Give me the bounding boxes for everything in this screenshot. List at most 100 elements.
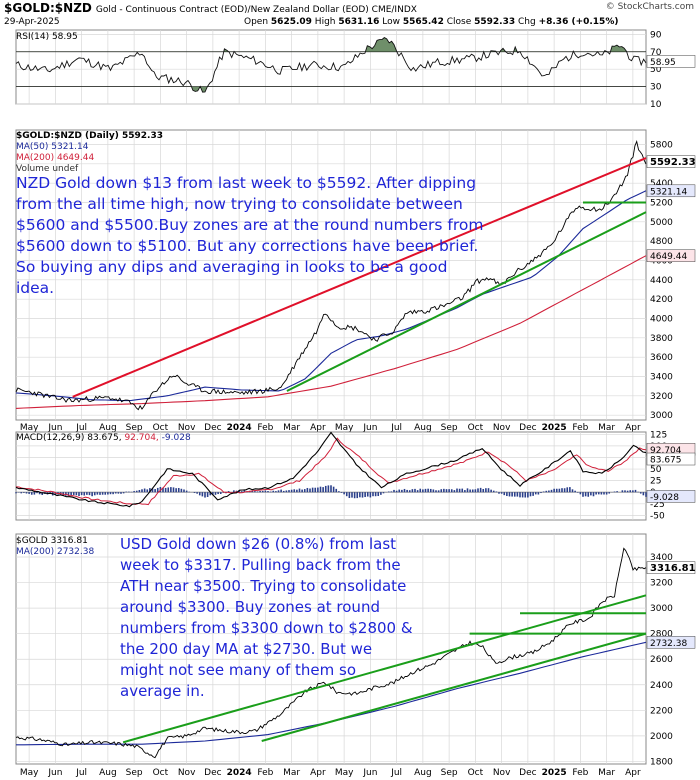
macd-histogram-bar xyxy=(353,492,356,499)
macd-histogram-bar xyxy=(513,492,516,497)
usd-panel-y-tick: 2800 xyxy=(650,630,673,640)
high-value: 5631.16 xyxy=(338,17,380,27)
chart-title: $GOLD:$NZD Gold - Continuous Contract (EO… xyxy=(4,1,417,15)
macd-histogram-bar xyxy=(143,488,146,493)
macd-histogram-bar xyxy=(335,488,338,493)
macd-histogram-bar xyxy=(101,492,104,495)
ohlc-readout: Open 5625.09 High 5631.16 Low 5565.42 Cl… xyxy=(244,17,618,27)
close-label: Close xyxy=(446,17,472,27)
macd-legend: MACD(12,26,9) 83.675, 92.704, -9.028 xyxy=(16,433,191,444)
macd-histogram-bar xyxy=(109,492,112,495)
macd-histogram-bar xyxy=(112,492,114,495)
rsi-oversold-fill xyxy=(191,86,208,93)
nzd-close-tag-text: 5592.33 xyxy=(650,157,696,168)
macd-histogram-bar xyxy=(448,489,450,493)
usd-price-line xyxy=(15,547,647,759)
nzd-panel-x-tick: Mar xyxy=(283,423,300,433)
macd-histogram-bar xyxy=(603,492,605,495)
macd-histogram-bar xyxy=(393,489,395,493)
usd-panel-x-tick: Dec xyxy=(204,768,221,778)
macd-histogram-bar xyxy=(324,485,327,493)
macd-histogram-bar xyxy=(511,492,513,497)
macd-histogram-bar xyxy=(345,492,348,497)
nzd-ma200-legend: MA(200) 4649.44 xyxy=(16,153,95,163)
macd-histogram-bar xyxy=(466,488,469,493)
macd-histogram-bar xyxy=(175,488,177,493)
macd-histogram-bar xyxy=(587,492,590,497)
usd-ma200-legend: MA(200) 2732.38 xyxy=(16,547,95,557)
macd-histogram-bar xyxy=(605,492,608,495)
nzd-panel-y-tick: 3800 xyxy=(650,334,673,344)
macd-histogram-bar xyxy=(566,487,569,493)
usd-panel-y-tick: 3400 xyxy=(650,553,673,563)
macd-histogram-bar xyxy=(445,489,448,493)
macd-value-tag xyxy=(646,452,696,466)
macd-histogram-bar xyxy=(125,491,128,493)
macd-histogram-bar xyxy=(311,487,314,493)
macd-histogram-bar xyxy=(322,487,324,493)
macd-histogram-bar xyxy=(369,492,372,498)
macd-histogram-bar xyxy=(613,491,616,493)
nzd-ma200-tag-text: 4649.44 xyxy=(650,252,687,262)
macd-histogram-bar xyxy=(550,489,553,493)
usd-close-tag-text: 3316.81 xyxy=(650,563,696,574)
macd-histogram-bar xyxy=(380,492,382,495)
macd-histogram-bar xyxy=(632,490,634,493)
macd-histogram-bar xyxy=(298,488,301,493)
macd-histogram-bar xyxy=(149,488,151,493)
macd-histogram-bar xyxy=(30,492,33,495)
macd-histogram-bar xyxy=(327,485,330,493)
macd-histogram-bar xyxy=(104,492,107,495)
macd-histogram-bar xyxy=(209,492,212,496)
usd-panel-y-tick: 2600 xyxy=(650,655,673,665)
usd-panel-x-tick: Sep xyxy=(126,768,143,778)
macd-histogram-bar xyxy=(141,489,143,493)
macd-histogram-bar xyxy=(359,492,361,498)
macd-histogram-bar xyxy=(264,490,267,493)
nzd-panel-y-tick: 5800 xyxy=(650,141,673,151)
macd-histogram-bar xyxy=(435,490,437,493)
nzd-panel-y-tick: 5000 xyxy=(650,218,673,228)
macd-histogram-bar xyxy=(563,488,566,493)
nzd-panel-x-tick: Oct xyxy=(153,423,169,433)
macd-histogram-bar xyxy=(348,492,351,499)
macd-histogram-bar xyxy=(485,488,487,493)
macd-histogram-bar xyxy=(96,492,99,495)
usd-panel-x-tick: May xyxy=(335,768,354,778)
macd-histogram-bar xyxy=(477,488,479,493)
nzd-legend: $GOLD:$NZD (Daily) 5592.33 xyxy=(16,131,163,141)
macd-histogram-bar xyxy=(198,492,201,496)
usd-panel-x-tick: Feb xyxy=(572,768,588,778)
usd-panel-x-tick: Sep xyxy=(441,768,458,778)
usd-panel-x-tick: 2025 xyxy=(542,768,567,778)
macd-histogram-bar xyxy=(432,489,435,493)
macd-histogram-bar xyxy=(290,489,293,493)
nzd-panel-x-tick: Feb xyxy=(257,423,273,433)
macd-histogram-bar xyxy=(83,492,86,496)
macd-panel-y-tick: -50 xyxy=(650,511,665,521)
macd-histogram-bar xyxy=(506,492,508,497)
macd-histogram-bar xyxy=(382,492,385,494)
usd-panel-x-tick: Apr xyxy=(625,768,641,778)
macd-histogram-bar xyxy=(616,491,618,493)
macd-histogram-bar xyxy=(120,492,122,494)
nzd-panel-x-tick: Jul xyxy=(75,423,87,433)
macd-histogram-bar xyxy=(366,492,369,497)
macd-histogram-bar xyxy=(70,492,72,496)
macd-histogram-bar xyxy=(212,492,214,495)
macd-histogram-bar xyxy=(524,492,527,498)
macd-histogram-bar xyxy=(133,491,135,493)
close-value: 5592.33 xyxy=(474,17,516,27)
usd-panel-x-tick: Mar xyxy=(598,768,615,778)
macd-histogram-bar xyxy=(427,488,429,493)
macd-histogram-bar xyxy=(411,489,414,493)
macd-histogram-bar xyxy=(243,490,246,493)
macd-histogram-bar xyxy=(20,492,23,494)
macd-panel-frame xyxy=(15,431,647,521)
macd-histogram-bar xyxy=(469,489,471,493)
macd-histogram-bar xyxy=(508,492,511,497)
macd-histogram-bar xyxy=(519,492,521,498)
macd-histogram-bar xyxy=(403,488,406,493)
macd-histogram-bar xyxy=(527,492,529,498)
macd-histogram-bar xyxy=(553,488,555,493)
